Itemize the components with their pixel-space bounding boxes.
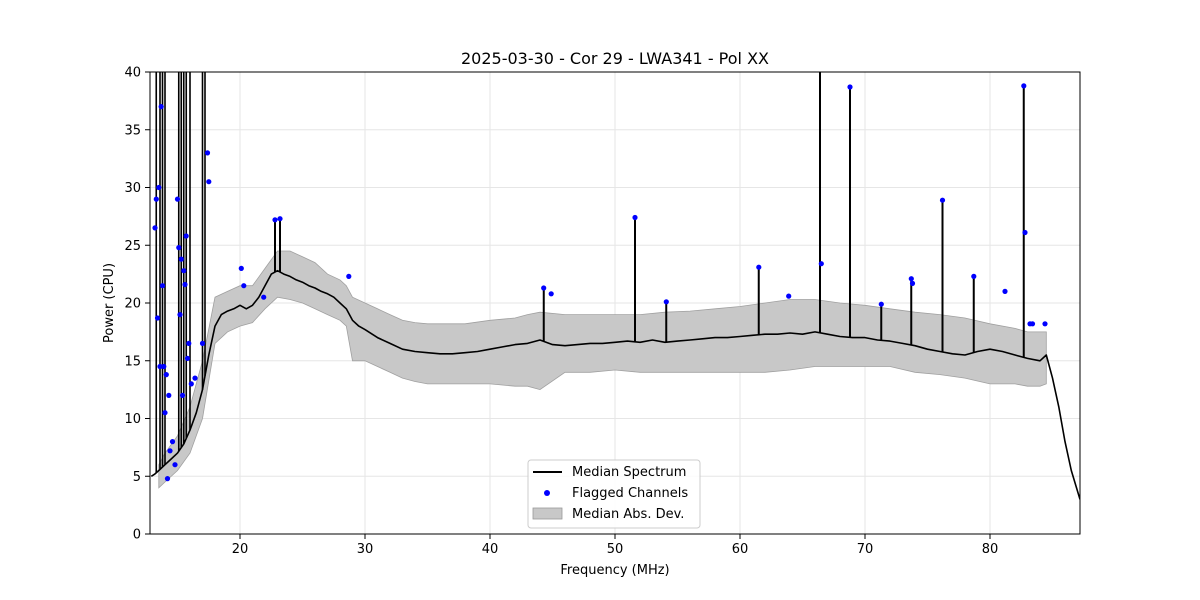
y-tick-label: 0 (133, 528, 141, 543)
flagged-point (192, 375, 198, 381)
y-tick-label: 40 (124, 66, 141, 81)
flagged-point (847, 84, 853, 90)
flagged-point (199, 340, 206, 346)
x-tick-label: 80 (982, 542, 999, 557)
flagged-point (156, 184, 162, 191)
legend: Median Spectrum Flagged Channels Median … (527, 459, 701, 529)
flagged-point (909, 280, 916, 286)
flagged-point (346, 273, 352, 279)
flagged-point (786, 293, 792, 299)
flagged-point (182, 281, 188, 288)
flagged-point (188, 381, 194, 387)
flagged-point (181, 268, 187, 274)
x-tick-label: 60 (732, 542, 749, 557)
flagged-point (818, 261, 824, 267)
legend-median-label: Median Spectrum (572, 465, 686, 480)
x-tick-label: 70 (857, 542, 874, 557)
flagged-point (1022, 229, 1028, 236)
flagged-point (206, 179, 212, 185)
flagged-point (548, 291, 554, 297)
flagged-point (1021, 83, 1027, 89)
y-axis: 0 5 10 15 20 25 30 35 40 (124, 66, 150, 543)
flagged-point (172, 462, 178, 468)
flagged-point (1042, 321, 1048, 327)
flagged-point (878, 301, 884, 307)
flagged-point (184, 355, 191, 361)
flagged-point (663, 299, 669, 305)
flagged-point (169, 439, 176, 445)
flagged-point (154, 315, 161, 321)
x-tick-label: 20 (232, 542, 249, 557)
flagged-point (152, 225, 158, 231)
y-tick-label: 5 (133, 470, 141, 485)
flagged-point (541, 285, 547, 291)
flagged-point (158, 104, 164, 110)
mad-band-area (158, 250, 1047, 489)
flagged-point (238, 265, 244, 271)
flagged-point (971, 273, 977, 279)
flagged-point (179, 392, 186, 398)
flagged-point (939, 197, 946, 203)
flagged-point (756, 264, 762, 270)
y-tick-label: 10 (124, 412, 141, 427)
flagged-point (1029, 321, 1036, 327)
flagged-point (176, 245, 182, 251)
flagged-point (908, 276, 914, 282)
y-tick-label: 20 (124, 297, 141, 312)
median-abs-dev-band (158, 250, 1047, 489)
y-tick-label: 15 (124, 354, 141, 369)
spike-layer (155, 72, 1025, 473)
flagged-point (1002, 288, 1008, 294)
flagged-point (161, 363, 167, 370)
y-tick-label: 30 (124, 181, 141, 196)
flagged-point (177, 312, 183, 318)
flagged-point (174, 196, 181, 202)
flagged-point (167, 448, 173, 454)
legend-mad-label: Median Abs. Dev. (572, 507, 684, 522)
flagged-point (632, 214, 638, 221)
y-tick-label: 35 (124, 123, 141, 138)
y-tick-label: 25 (124, 239, 141, 254)
flagged-point (183, 233, 189, 239)
flagged-point (163, 372, 169, 378)
flagged-point (272, 217, 278, 223)
flagged-point (204, 150, 211, 156)
x-axis-label: Frequency (MHz) (560, 563, 669, 578)
y-axis-label: Power (CPU) (102, 263, 117, 343)
x-tick-label: 50 (607, 542, 624, 557)
flagged-point (166, 392, 172, 398)
flagged-channel-points (152, 83, 1048, 482)
flagged-point (153, 196, 159, 202)
median-spectrum-line (150, 269, 1080, 500)
median-spectrum-path (150, 269, 1080, 500)
flagged-point (157, 363, 163, 370)
flagged-point (159, 283, 166, 289)
plot-area (149, 71, 1081, 535)
x-axis: 20 30 40 50 60 70 80 (232, 534, 999, 557)
flagged-point (277, 216, 283, 222)
chart-title: 2025-03-30 - Cor 29 - LWA341 - Pol XX (461, 49, 769, 68)
flagged-point (241, 283, 247, 289)
legend-flagged-swatch (544, 490, 550, 496)
flagged-point (186, 340, 192, 346)
x-tick-label: 40 (482, 542, 499, 557)
legend-flagged-label: Flagged Channels (572, 486, 688, 501)
flagged-point (261, 294, 267, 300)
flagged-point (178, 256, 184, 262)
legend-box (527, 459, 701, 529)
flagged-point (164, 476, 171, 482)
legend-mad-swatch (532, 507, 563, 520)
x-tick-label: 30 (357, 542, 374, 557)
flagged-point (162, 410, 168, 416)
